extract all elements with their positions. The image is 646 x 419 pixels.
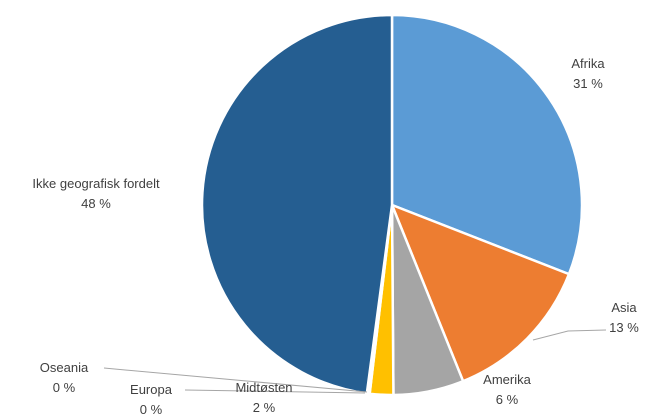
slice-value-midt-sten: 2 % (253, 400, 276, 415)
slice-value-oseania: 0 % (53, 380, 76, 395)
slice-value-asia: 13 % (609, 320, 639, 335)
leader-line-asia (532, 329, 607, 341)
leader-line-oseania (103, 367, 368, 393)
slice-label-afrika: Afrika (571, 56, 605, 71)
slice-value-europa: 0 % (140, 402, 163, 417)
slice-label-amerika: Amerika (483, 372, 531, 387)
slice-value-amerika: 6 % (496, 392, 519, 407)
slice-label-europa: Europa (130, 382, 173, 397)
pie-slices (200, 13, 584, 397)
slice-label-oseania: Oseania (40, 360, 89, 375)
slice-value-afrika: 31 % (573, 76, 603, 91)
leader-line-europa (184, 389, 366, 394)
leader-lines (103, 329, 607, 394)
slice-value-ikke-geografisk-fordelt: 48 % (81, 196, 111, 211)
slice-labels: Afrika 31 % Asia 13 % Amerika 6 % Midtøsten 2 %… (32, 56, 639, 417)
pie-slice-ikke-geografisk-fordelt (200, 13, 394, 395)
pie-slice-asia (390, 203, 571, 383)
slice-label-midt-sten: Midtøsten (235, 380, 292, 395)
slice-label-asia: Asia (611, 300, 637, 315)
pie-slice-afrika (390, 13, 584, 276)
slice-label-ikke-geografisk-fordelt: Ikke geografisk fordelt (32, 176, 160, 191)
